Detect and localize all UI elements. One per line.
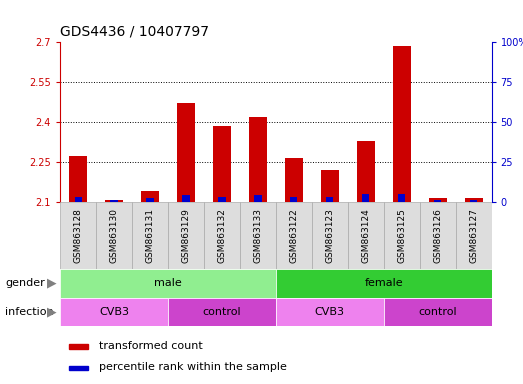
Bar (177, 103, 195, 202)
Bar (398, 194, 405, 202)
Text: transformed count: transformed count (99, 341, 203, 351)
Text: GSM863127: GSM863127 (469, 208, 478, 263)
Text: GSM863124: GSM863124 (361, 208, 370, 263)
Bar (60, 202, 96, 269)
Bar (419, 202, 456, 269)
Bar (290, 197, 298, 202)
Bar (213, 126, 231, 202)
Bar (204, 202, 240, 269)
Text: control: control (202, 307, 241, 317)
Bar (60, 298, 168, 326)
Bar (326, 197, 334, 202)
Bar (456, 202, 492, 269)
Bar (183, 195, 189, 202)
Bar (434, 200, 441, 202)
Text: male: male (154, 278, 182, 288)
Text: gender: gender (5, 278, 45, 288)
Bar (132, 202, 168, 269)
Text: infection: infection (5, 307, 54, 317)
Bar (69, 344, 88, 349)
Bar (384, 202, 419, 269)
Text: GSM863126: GSM863126 (433, 208, 442, 263)
Bar (141, 191, 159, 202)
Bar (348, 202, 384, 269)
Bar (249, 117, 267, 202)
Bar (470, 200, 477, 202)
Bar (254, 195, 262, 202)
Text: GSM863123: GSM863123 (325, 208, 334, 263)
Text: control: control (418, 307, 457, 317)
Text: GSM863128: GSM863128 (74, 208, 83, 263)
Bar (276, 269, 492, 298)
Bar (168, 202, 204, 269)
Bar (60, 269, 276, 298)
Text: percentile rank within the sample: percentile rank within the sample (99, 362, 287, 372)
Bar (384, 298, 492, 326)
Text: CVB3: CVB3 (315, 307, 345, 317)
Text: GSM863122: GSM863122 (289, 208, 298, 263)
Bar (464, 198, 483, 202)
Bar (146, 199, 154, 202)
Bar (96, 202, 132, 269)
Bar (110, 200, 118, 202)
Bar (312, 202, 348, 269)
Text: GDS4436 / 10407797: GDS4436 / 10407797 (60, 24, 209, 38)
Text: GSM863129: GSM863129 (181, 208, 190, 263)
Bar (240, 202, 276, 269)
Text: GSM863131: GSM863131 (145, 208, 154, 263)
Bar (393, 46, 411, 202)
Bar (168, 298, 276, 326)
Text: GSM863130: GSM863130 (110, 208, 119, 263)
Text: ▶: ▶ (47, 277, 56, 290)
Bar (357, 141, 375, 202)
Text: ▶: ▶ (47, 306, 56, 318)
Text: female: female (365, 278, 403, 288)
Text: CVB3: CVB3 (99, 307, 129, 317)
Bar (429, 198, 447, 202)
Text: GSM863125: GSM863125 (397, 208, 406, 263)
Text: GSM863132: GSM863132 (218, 208, 226, 263)
Text: GSM863133: GSM863133 (254, 208, 263, 263)
Bar (69, 366, 88, 371)
Bar (362, 194, 369, 202)
Bar (74, 197, 82, 202)
Bar (321, 170, 339, 202)
Bar (276, 298, 384, 326)
Bar (218, 197, 225, 202)
Bar (276, 202, 312, 269)
Bar (105, 200, 123, 202)
Bar (285, 158, 303, 202)
Bar (69, 156, 87, 202)
